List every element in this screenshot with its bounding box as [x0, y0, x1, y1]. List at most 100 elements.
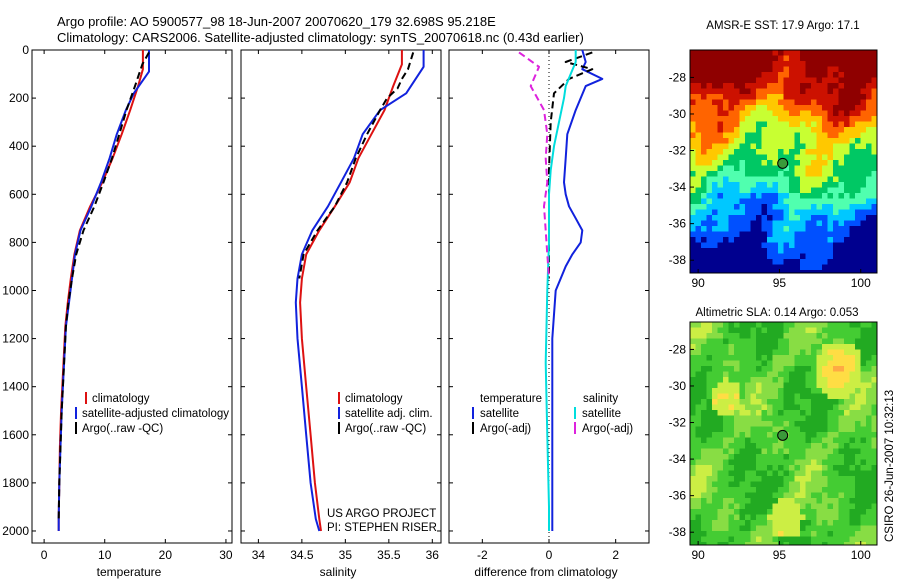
heatmap-cell	[734, 121, 741, 128]
heatmap-cell	[723, 322, 730, 329]
heatmap-cell	[805, 399, 812, 406]
heatmap-cell	[701, 371, 708, 378]
heatmap-cell	[844, 50, 851, 57]
heatmap-cell	[822, 377, 829, 384]
heatmap-cell	[750, 327, 757, 334]
heatmap-cell	[734, 231, 741, 238]
heatmap-cell	[761, 388, 768, 395]
heatmap-cell	[750, 542, 757, 545]
heatmap-cell	[712, 355, 719, 362]
heatmap-cell	[833, 465, 840, 472]
heatmap-cell	[838, 220, 845, 227]
heatmap-cell	[761, 259, 768, 266]
heatmap-cell	[695, 327, 702, 334]
heatmap-cell	[739, 105, 746, 112]
heatmap-cell	[783, 399, 790, 406]
heatmap-cell	[783, 404, 790, 411]
heatmap-cell	[822, 149, 829, 156]
heatmap-cell	[706, 187, 713, 194]
heatmap-cell	[805, 525, 812, 532]
heatmap-cell	[805, 55, 812, 62]
heatmap-cell	[822, 237, 829, 244]
heatmap-cell	[772, 536, 779, 543]
heatmap-cell	[767, 264, 774, 271]
heatmap-cell	[860, 154, 867, 161]
heatmap-cell	[695, 105, 702, 112]
heatmap-cell	[723, 99, 730, 106]
heatmap-cell	[789, 132, 796, 139]
heatmap-cell	[860, 88, 867, 95]
heatmap-cell	[838, 83, 845, 90]
heatmap-cell	[833, 322, 840, 329]
heatmap-cell	[855, 459, 862, 466]
heatmap-cell	[745, 514, 752, 521]
heatmap-cell	[712, 242, 719, 249]
heatmap-cell	[805, 437, 812, 444]
heatmap-cell	[739, 99, 746, 106]
y-tick-label: 1400	[2, 380, 29, 394]
heatmap-cell	[811, 465, 818, 472]
heatmap-cell	[756, 393, 763, 400]
heatmap-cell	[822, 182, 829, 189]
heatmap-cell	[800, 399, 807, 406]
heatmap-cell	[855, 470, 862, 477]
heatmap-cell	[783, 204, 790, 211]
heatmap-cell	[833, 481, 840, 488]
heatmap-cell	[750, 83, 757, 90]
heatmap-cell	[855, 382, 862, 389]
heatmap-cell	[690, 459, 697, 466]
heatmap-cell	[816, 198, 823, 205]
heatmap-cell	[855, 432, 862, 439]
heatmap-cell	[844, 215, 851, 222]
heatmap-cell	[706, 127, 713, 134]
heatmap-cell	[761, 143, 768, 150]
heatmap-cell	[827, 410, 834, 417]
heatmap-cell	[712, 404, 719, 411]
heatmap-cell	[811, 154, 818, 161]
heatmap-cell	[772, 242, 779, 249]
heatmap-cell	[761, 72, 768, 79]
heatmap-cell	[855, 349, 862, 356]
heatmap-cell	[701, 542, 708, 545]
heatmap-cell	[734, 132, 741, 139]
heatmap-cell	[855, 465, 862, 472]
heatmap-cell	[805, 432, 812, 439]
heatmap-cell	[811, 94, 818, 101]
heatmap-cell	[838, 72, 845, 79]
heatmap-cell	[844, 72, 851, 79]
heatmap-cell	[750, 481, 757, 488]
heatmap-cell	[783, 209, 790, 216]
heatmap-cell	[800, 226, 807, 233]
heatmap-cell	[800, 149, 807, 156]
heatmap-cell	[772, 83, 779, 90]
heatmap-cell	[695, 399, 702, 406]
heatmap-cell	[783, 421, 790, 428]
heatmap-cell	[756, 116, 763, 123]
heatmap-cell	[789, 399, 796, 406]
heatmap-cell	[827, 138, 834, 145]
heatmap-cell	[772, 209, 779, 216]
heatmap-cell	[717, 531, 724, 538]
heatmap-cell	[822, 204, 829, 211]
heatmap-cell	[871, 182, 877, 189]
heatmap-cell	[849, 432, 856, 439]
heatmap-cell	[712, 72, 719, 79]
heatmap-cell	[811, 55, 818, 62]
heatmap-cell	[838, 138, 845, 145]
heatmap-cell	[871, 415, 877, 422]
heatmap-cell	[811, 542, 818, 545]
heatmap-cell	[871, 377, 877, 384]
x-tick-label: 35	[339, 548, 353, 562]
heatmap-cell	[827, 215, 834, 222]
heatmap-cell	[717, 344, 724, 351]
heatmap-cell	[695, 465, 702, 472]
heatmap-cell	[860, 165, 867, 172]
heatmap-cell	[838, 116, 845, 123]
heatmap-cell	[750, 360, 757, 367]
heatmap-cell	[805, 132, 812, 139]
heatmap-cell	[794, 204, 801, 211]
heatmap-cell	[844, 388, 851, 395]
heatmap-cell	[745, 198, 752, 205]
heatmap-cell	[783, 231, 790, 238]
heatmap-cell	[844, 465, 851, 472]
